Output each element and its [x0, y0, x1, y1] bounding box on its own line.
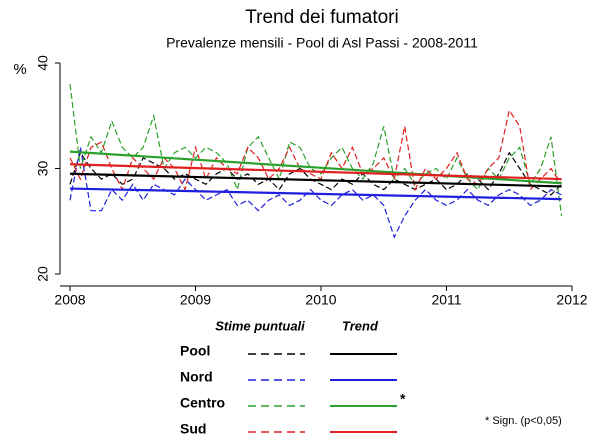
- data-line: [69, 151, 563, 196]
- y-tick-label: 30: [35, 161, 51, 177]
- note: * Sign. (p<0,05): [485, 415, 562, 427]
- x-tick-label: 2009: [180, 292, 211, 308]
- y-axis-label: %: [13, 61, 26, 78]
- legend-label: Sud: [180, 421, 206, 437]
- trend-line: [69, 150, 562, 185]
- x-tick-label: 2011: [431, 292, 461, 308]
- annotation: *: [400, 391, 406, 407]
- x-tick-label: 2010: [305, 292, 336, 308]
- data-line: [69, 84, 563, 217]
- legend-label: Nord: [180, 369, 213, 385]
- y-tick-label: 40: [35, 55, 51, 71]
- trend-line: [69, 163, 562, 181]
- legend-label: Centro: [180, 395, 225, 411]
- x-tick-label: 2008: [54, 292, 85, 308]
- legend-label: Pool: [180, 343, 210, 359]
- chart-title: Trend dei fumatori: [245, 7, 398, 28]
- trend-line: [69, 187, 562, 201]
- legend-header: Trend: [342, 318, 379, 333]
- chart-subtitle: Prevalenze mensili - Pool di Asl Passi -…: [166, 35, 478, 51]
- y-tick-label: 20: [35, 266, 51, 282]
- x-tick-label: 2012: [556, 292, 587, 308]
- data-line: [69, 147, 562, 239]
- legend-header: Stime puntuali: [215, 318, 305, 333]
- trend-line: [69, 172, 562, 188]
- data-line: [69, 108, 563, 192]
